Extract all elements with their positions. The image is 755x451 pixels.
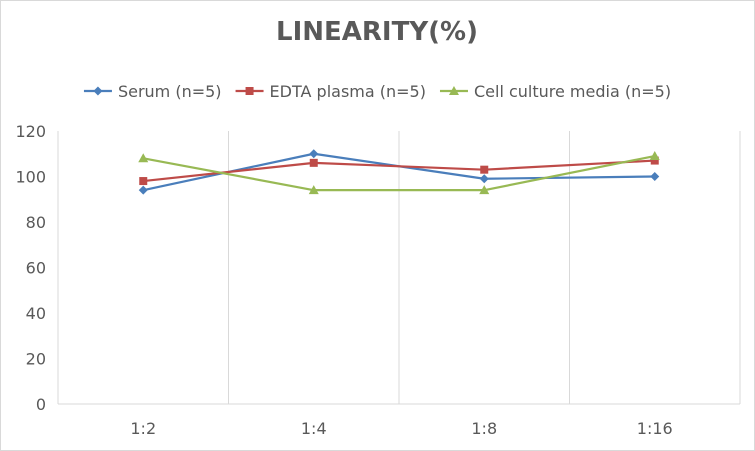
y-tick-label: 80 xyxy=(26,213,46,232)
data-point xyxy=(650,156,659,165)
legend-marker xyxy=(448,86,459,95)
data-point xyxy=(479,174,489,184)
y-tick-label: 100 xyxy=(15,168,46,187)
y-tick-label: 120 xyxy=(15,122,46,141)
legend-marker xyxy=(93,86,103,96)
data-point xyxy=(479,185,490,195)
data-point xyxy=(309,149,319,159)
y-tick-label: 20 xyxy=(26,350,46,369)
data-point xyxy=(649,151,660,161)
chart-title: LINEARITY(%) xyxy=(276,17,478,47)
legend-item: Serum (n=5) xyxy=(83,82,222,101)
x-tick-label: 1:16 xyxy=(637,419,673,438)
data-point xyxy=(138,185,148,195)
legend: Serum (n=5) EDTA plasma (n=5) Cell culture… xyxy=(83,82,671,101)
data-point xyxy=(650,172,660,181)
y-tick-label: 40 xyxy=(26,304,46,323)
data-point xyxy=(139,177,148,186)
legend-label: Serum (n=5) xyxy=(118,82,222,101)
x-tick-label: 1:8 xyxy=(471,419,497,438)
series-line xyxy=(143,154,655,192)
legend-label: EDTA plasma (n=5) xyxy=(270,82,426,101)
legend-label: Cell culture media (n=5) xyxy=(474,82,671,101)
x-tick-label: 1:2 xyxy=(130,419,156,438)
data-point xyxy=(138,153,149,163)
plot-area: 0 20 40 60 80 100 120 1:2 1:4 1:8 1:16 xyxy=(15,122,741,438)
data-point xyxy=(480,165,489,174)
x-tick-label: 1:4 xyxy=(301,419,327,438)
y-tick-label: 0 xyxy=(36,395,46,414)
legend-item: EDTA plasma (n=5) xyxy=(235,82,426,101)
legend-item: Cell culture media (n=5) xyxy=(439,82,671,101)
data-point xyxy=(308,185,319,195)
series-line xyxy=(143,159,655,183)
y-tick-label: 60 xyxy=(26,259,46,278)
legend-marker xyxy=(245,87,254,95)
data-point xyxy=(309,158,318,167)
